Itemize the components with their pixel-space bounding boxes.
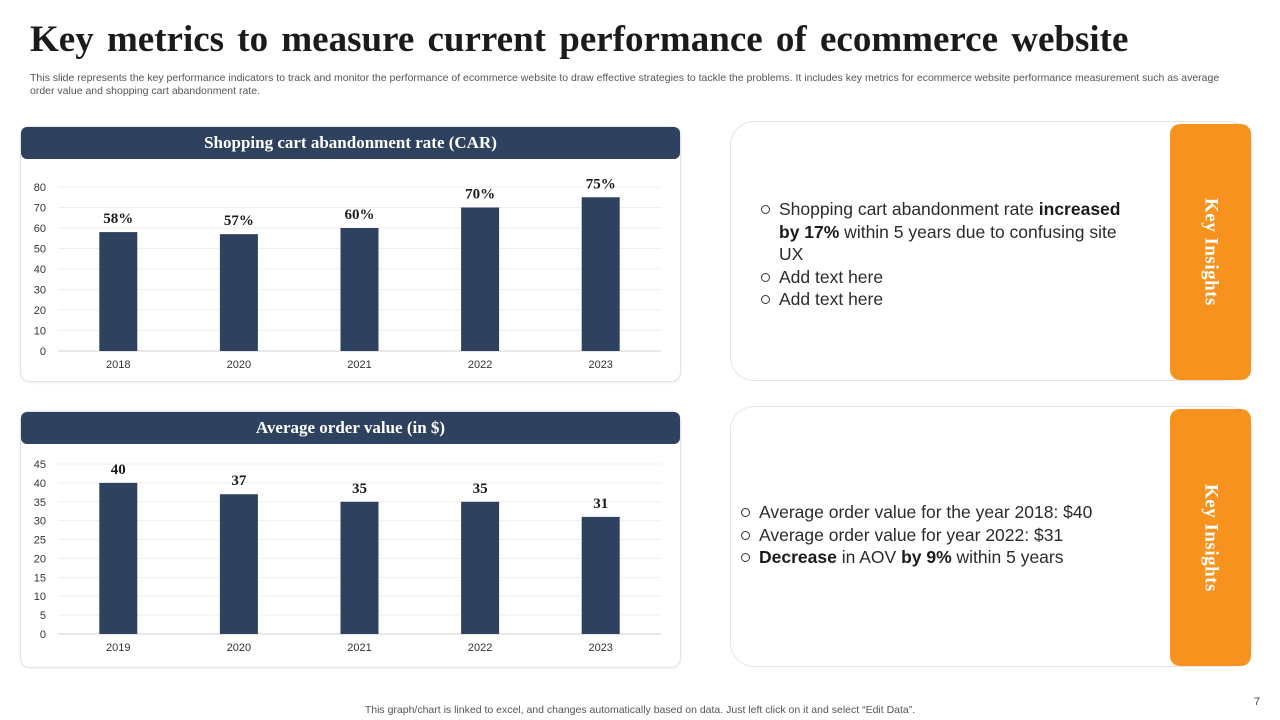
footer-note: This graph/chart is linked to excel, and…	[364, 704, 916, 716]
car-chart-card[interactable]: Shopping cart abandonment rate (CAR) 0 10…	[20, 126, 681, 382]
insight-item: Shopping cart abandonment rate increased…	[759, 198, 1139, 266]
car-insights-card: Shopping cart abandonment rate increased…	[730, 121, 1252, 381]
bar-2022[interactable]	[461, 501, 500, 634]
x-tick-label: 2022	[468, 642, 492, 654]
key-insights-label: Key Insights	[1200, 198, 1222, 306]
data-label: 37	[231, 473, 247, 489]
data-label: 31	[593, 496, 608, 512]
x-tick-label: 2020	[227, 642, 251, 654]
insight-item: Decrease in AOV by 9% within 5 years	[739, 546, 1159, 569]
y-tick-label: 10	[34, 326, 46, 338]
page-number: 7	[1253, 696, 1260, 708]
x-tick-label: 2021	[347, 642, 371, 654]
y-tick-label: 30	[34, 285, 46, 297]
aov-chart-card[interactable]: Average order value (in $) 0 5 10 15 20 25 30 3…	[20, 411, 681, 668]
insight-item: Add text here	[759, 288, 1139, 311]
bar-2023[interactable]	[581, 197, 620, 351]
key-insights-tab: Key Insights	[1170, 409, 1251, 666]
bar-2018[interactable]	[99, 232, 138, 351]
y-tick-label: 35	[34, 497, 46, 509]
data-label: 40	[111, 462, 126, 478]
y-tick-label: 40	[34, 264, 46, 276]
data-label: 58%	[103, 211, 133, 227]
bar-2023[interactable]	[581, 516, 620, 634]
page-subtitle: This slide represents the key performanc…	[30, 72, 1220, 97]
y-tick-label: 45	[34, 459, 46, 471]
bar-2021[interactable]	[340, 228, 379, 351]
car-insights-list: Shopping cart abandonment rate increased…	[759, 198, 1139, 311]
y-tick-label: 60	[34, 223, 46, 235]
data-label: 70%	[465, 187, 495, 203]
x-tick-label: 2022	[468, 359, 492, 371]
x-tick-label: 2021	[347, 359, 371, 371]
key-insights-label: Key Insights	[1200, 483, 1222, 592]
y-tick-label: 10	[34, 591, 46, 603]
y-tick-label: 30	[34, 516, 46, 528]
aov-insights-card: Average order value for the year 2018: $…	[730, 406, 1252, 667]
y-tick-label: 25	[34, 535, 46, 547]
y-tick-label: 20	[34, 305, 46, 317]
x-tick-label: 2020	[227, 359, 251, 371]
insight-item: Average order value for the year 2018: $…	[739, 501, 1159, 524]
data-label: 35	[352, 481, 367, 497]
insight-item: Average order value for year 2022: $31	[739, 524, 1159, 547]
bar-2019[interactable]	[99, 482, 138, 634]
bar-2021[interactable]	[340, 501, 379, 634]
y-tick-label: 15	[34, 572, 46, 584]
aov-chart-title: Average order value (in $)	[21, 412, 680, 444]
car-bar-chart[interactable]: 0 10 20 30 40 50 60 70 80 58% 2018 57% 2020 60% 2021 70…	[21, 127, 680, 381]
car-chart-title: Shopping cart abandonment rate (CAR)	[21, 127, 680, 159]
data-label: 57%	[224, 213, 254, 229]
data-label: 75%	[586, 176, 616, 192]
page-title: Key metrics to measure current performan…	[30, 19, 1129, 60]
bar-2022[interactable]	[461, 207, 500, 352]
data-label: 35	[473, 481, 488, 497]
bar-2020[interactable]	[219, 494, 258, 634]
aov-bar-chart[interactable]: 0 5 10 15 20 25 30 35 40 45 40 2019 37 2020 35 2021 35 20…	[21, 412, 680, 667]
key-insights-tab: Key Insights	[1170, 124, 1251, 380]
y-tick-label: 5	[40, 610, 46, 622]
y-tick-label: 40	[34, 478, 46, 490]
y-tick-label: 0	[40, 629, 46, 641]
y-tick-label: 20	[34, 553, 46, 565]
y-tick-label: 70	[34, 203, 46, 215]
x-tick-label: 2019	[106, 642, 130, 654]
y-tick-label: 0	[40, 346, 46, 358]
insight-item: Add text here	[759, 266, 1139, 289]
data-label: 60%	[345, 207, 375, 223]
bar-2020[interactable]	[219, 234, 258, 351]
y-tick-label: 80	[34, 182, 46, 194]
y-tick-label: 50	[34, 244, 46, 256]
x-tick-label: 2018	[106, 359, 130, 371]
aov-insights-list: Average order value for the year 2018: $…	[739, 501, 1159, 569]
x-tick-label: 2023	[588, 359, 612, 371]
x-tick-label: 2023	[588, 642, 612, 654]
